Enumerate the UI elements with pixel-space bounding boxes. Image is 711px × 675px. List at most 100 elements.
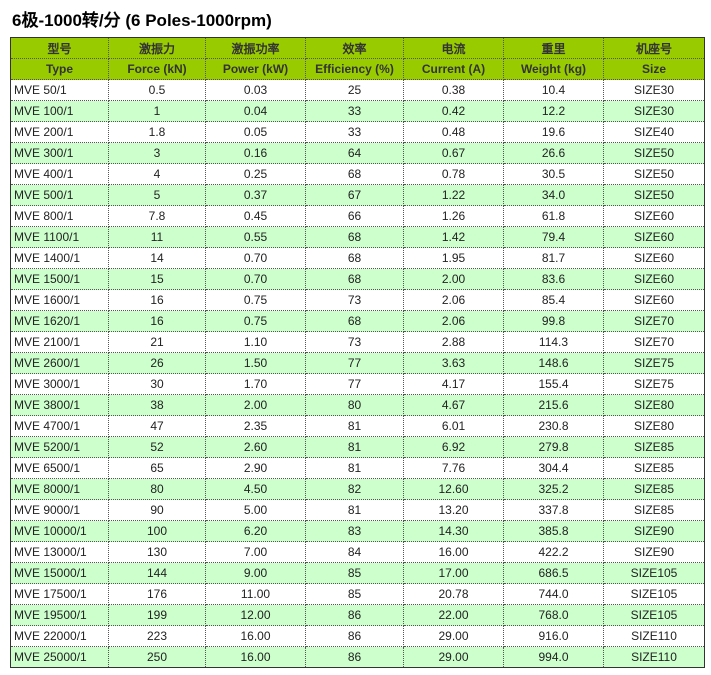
table-cell: 1.8 bbox=[108, 121, 206, 143]
table-cell: 130 bbox=[108, 541, 206, 563]
table-cell: 7.00 bbox=[205, 541, 306, 563]
table-cell: 1.42 bbox=[403, 226, 504, 248]
table-cell: 90 bbox=[108, 499, 206, 521]
table-cell: 12.00 bbox=[205, 604, 306, 626]
table-cell: SIZE90 bbox=[603, 541, 705, 563]
table-cell: 7.8 bbox=[108, 205, 206, 227]
table-cell: 10.4 bbox=[503, 79, 604, 101]
table-row: MVE 4700/1 47 2.35 81 6.01 230.8 SIZE80 bbox=[10, 415, 705, 437]
table-cell: 325.2 bbox=[503, 478, 604, 500]
table-cell: 114.3 bbox=[503, 331, 604, 353]
table-cell: 85.4 bbox=[503, 289, 604, 311]
table-cell: MVE 1620/1 bbox=[10, 310, 109, 332]
column-header: 重里 bbox=[503, 37, 604, 59]
table-cell: 4.17 bbox=[403, 373, 504, 395]
table-cell: 0.05 bbox=[205, 121, 306, 143]
table-cell: 81 bbox=[305, 436, 404, 458]
table-row: MVE 8000/1 80 4.50 82 12.60 325.2 SIZE85 bbox=[10, 478, 705, 500]
table-cell: 1.95 bbox=[403, 247, 504, 269]
table-cell: MVE 13000/1 bbox=[10, 541, 109, 563]
table-cell: 1.26 bbox=[403, 205, 504, 227]
table-cell: MVE 19500/1 bbox=[10, 604, 109, 626]
table-row: MVE 800/1 7.8 0.45 66 1.26 61.8 SIZE60 bbox=[10, 205, 705, 227]
table-cell: 0.04 bbox=[205, 100, 306, 122]
table-cell: 29.00 bbox=[403, 646, 504, 668]
table-cell: 4 bbox=[108, 163, 206, 185]
table-cell: MVE 9000/1 bbox=[10, 499, 109, 521]
table-cell: 176 bbox=[108, 583, 206, 605]
table-row: MVE 200/1 1.8 0.05 33 0.48 19.6 SIZE40 bbox=[10, 121, 705, 143]
table-cell: 68 bbox=[305, 268, 404, 290]
table-cell: SIZE30 bbox=[603, 79, 705, 101]
table-cell: 17.00 bbox=[403, 562, 504, 584]
table-cell: SIZE50 bbox=[603, 163, 705, 185]
table-cell: MVE 25000/1 bbox=[10, 646, 109, 668]
column-header: Efficiency (%) bbox=[305, 58, 404, 80]
table-cell: 16.00 bbox=[205, 625, 306, 647]
table-cell: 81 bbox=[305, 415, 404, 437]
table-cell: 0.75 bbox=[205, 310, 306, 332]
table-cell: 1.70 bbox=[205, 373, 306, 395]
table-cell: 0.38 bbox=[403, 79, 504, 101]
table-row: MVE 25000/1 250 16.00 86 29.00 994.0 SIZE110 bbox=[10, 646, 705, 668]
table-cell: 199 bbox=[108, 604, 206, 626]
table-cell: 12.2 bbox=[503, 100, 604, 122]
table-cell: 16 bbox=[108, 310, 206, 332]
table-cell: SIZE105 bbox=[603, 583, 705, 605]
table-cell: SIZE75 bbox=[603, 352, 705, 374]
table-cell: 223 bbox=[108, 625, 206, 647]
table-row: MVE 1500/1 15 0.70 68 2.00 83.6 SIZE60 bbox=[10, 268, 705, 290]
table-cell: 80 bbox=[108, 478, 206, 500]
table-cell: 30 bbox=[108, 373, 206, 395]
table-cell: 29.00 bbox=[403, 625, 504, 647]
table-cell: 768.0 bbox=[503, 604, 604, 626]
table-row: MVE 13000/1 130 7.00 84 16.00 422.2 SIZE90 bbox=[10, 541, 705, 563]
table-cell: 20.78 bbox=[403, 583, 504, 605]
table-cell: 85 bbox=[305, 562, 404, 584]
table-cell: 61.8 bbox=[503, 205, 604, 227]
table-cell: MVE 1600/1 bbox=[10, 289, 109, 311]
table-cell: 38 bbox=[108, 394, 206, 416]
table-row: MVE 3800/1 38 2.00 80 4.67 215.6 SIZE80 bbox=[10, 394, 705, 416]
table-cell: 26.6 bbox=[503, 142, 604, 164]
table-row: MVE 500/1 5 0.37 67 1.22 34.0 SIZE50 bbox=[10, 184, 705, 206]
table-cell: 68 bbox=[305, 163, 404, 185]
table-cell: 22.00 bbox=[403, 604, 504, 626]
table-cell: SIZE70 bbox=[603, 310, 705, 332]
table-cell: 86 bbox=[305, 646, 404, 668]
table-row: MVE 17500/1 176 11.00 85 20.78 744.0 SIZE105 bbox=[10, 583, 705, 605]
table-cell: 0.67 bbox=[403, 142, 504, 164]
specs-table: 型号 激振力 激振功率 效率 电流 重里 机座号 Type Force (kN) Power (… bbox=[10, 37, 705, 668]
table-cell: SIZE75 bbox=[603, 373, 705, 395]
table-cell: 16 bbox=[108, 289, 206, 311]
table-cell: 0.03 bbox=[205, 79, 306, 101]
table-cell: 47 bbox=[108, 415, 206, 437]
table-cell: 4.50 bbox=[205, 478, 306, 500]
table-cell: 81 bbox=[305, 457, 404, 479]
table-cell: 68 bbox=[305, 247, 404, 269]
table-row: MVE 100/1 1 0.04 33 0.42 12.2 SIZE30 bbox=[10, 100, 705, 122]
table-cell: 81.7 bbox=[503, 247, 604, 269]
table-cell: 13.20 bbox=[403, 499, 504, 521]
table-cell: 385.8 bbox=[503, 520, 604, 542]
table-cell: MVE 500/1 bbox=[10, 184, 109, 206]
table-cell: 6.92 bbox=[403, 436, 504, 458]
table-cell: 85 bbox=[305, 583, 404, 605]
table-row: MVE 19500/1 199 12.00 86 22.00 768.0 SIZE105 bbox=[10, 604, 705, 626]
table-cell: MVE 15000/1 bbox=[10, 562, 109, 584]
table-cell: MVE 300/1 bbox=[10, 142, 109, 164]
table-cell: SIZE80 bbox=[603, 394, 705, 416]
table-cell: 65 bbox=[108, 457, 206, 479]
table-cell: 80 bbox=[305, 394, 404, 416]
table-cell: SIZE80 bbox=[603, 415, 705, 437]
table-cell: 64 bbox=[305, 142, 404, 164]
column-header: Size bbox=[603, 58, 705, 80]
table-cell: 279.8 bbox=[503, 436, 604, 458]
header-row-en: Type Force (kN) Power (kW) Efficiency (%) Cu… bbox=[10, 58, 705, 80]
table-cell: 11.00 bbox=[205, 583, 306, 605]
table-cell: 3 bbox=[108, 142, 206, 164]
table-cell: SIZE105 bbox=[603, 562, 705, 584]
table-row: MVE 5200/1 52 2.60 81 6.92 279.8 SIZE85 bbox=[10, 436, 705, 458]
table-cell: MVE 400/1 bbox=[10, 163, 109, 185]
table-cell: SIZE30 bbox=[603, 100, 705, 122]
